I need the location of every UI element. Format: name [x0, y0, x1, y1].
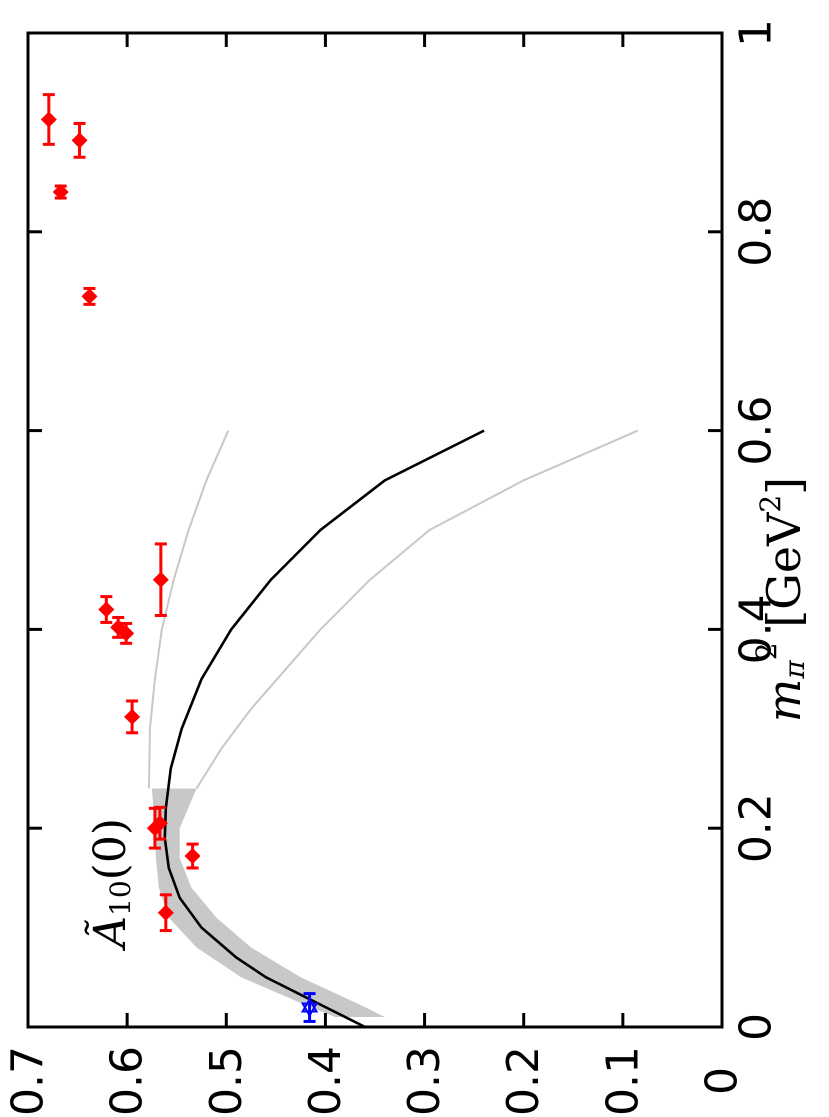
diamond-marker — [151, 815, 168, 832]
fit-layer — [147, 429, 639, 1029]
y-tick-label: 0.4 — [300, 1046, 351, 1116]
diamond-point — [157, 893, 174, 933]
diamond-marker — [81, 288, 98, 305]
diamond-marker — [110, 619, 127, 636]
diamond-point — [71, 121, 88, 159]
data-points — [40, 93, 319, 1023]
diamond-marker — [184, 848, 201, 865]
plot-frame — [26, 31, 724, 1029]
y-tick-label: 0.6 — [102, 1046, 153, 1116]
x-tick-label: 0 — [731, 1013, 782, 1041]
y-tick-label: 0.5 — [201, 1046, 252, 1116]
diamond-point — [151, 805, 168, 841]
diamond-point — [184, 842, 201, 870]
x-tick-label: 1 — [731, 19, 782, 47]
diamond-point — [152, 542, 169, 617]
diamond-marker — [71, 132, 88, 149]
y-tick-label: 0.2 — [498, 1046, 549, 1116]
annotation-label: Ã10(0) — [83, 818, 137, 952]
labels: mπ2 [GeV2] Ã10(0) — [83, 477, 812, 952]
diamond-marker — [98, 601, 115, 618]
diamond-marker — [152, 571, 169, 588]
error-band — [151, 788, 385, 1018]
x-tick-label: 0.4 — [731, 594, 782, 664]
diamond-point — [110, 615, 127, 639]
axes: 0 0.2 0.4 0.6 0.8 1 0 0.1 0.2 0.3 0.4 0.5 0.6 0.7 — [3, 19, 782, 1116]
diamond-point — [40, 93, 57, 146]
diamond-marker — [124, 708, 141, 725]
x-tick-label: 0.8 — [731, 197, 782, 267]
diamond-marker — [52, 184, 69, 201]
diamond-marker — [157, 904, 174, 921]
diamond-point — [52, 184, 69, 201]
star-marker — [300, 1002, 319, 1018]
x-tick-label: 0.2 — [731, 793, 782, 863]
star-point — [300, 992, 319, 1023]
diamond-point — [81, 286, 98, 306]
y-tick-label: 0.3 — [399, 1046, 450, 1116]
upper-bound-curve — [147, 430, 230, 789]
star-marker — [300, 997, 319, 1013]
x-tick-label: 0.6 — [731, 396, 782, 466]
y-tick-label: 0.7 — [3, 1046, 54, 1116]
diamond-marker — [40, 111, 57, 128]
fit-curve — [163, 429, 485, 1029]
lower-bound-curve — [195, 429, 639, 789]
y-tick-label: 0.1 — [597, 1046, 648, 1116]
diamond-point — [124, 699, 141, 735]
diamond-point — [98, 595, 115, 624]
y-tick-label: 0 — [697, 1067, 748, 1095]
x-axis-title: mπ2 [GeV2] — [750, 477, 812, 722]
